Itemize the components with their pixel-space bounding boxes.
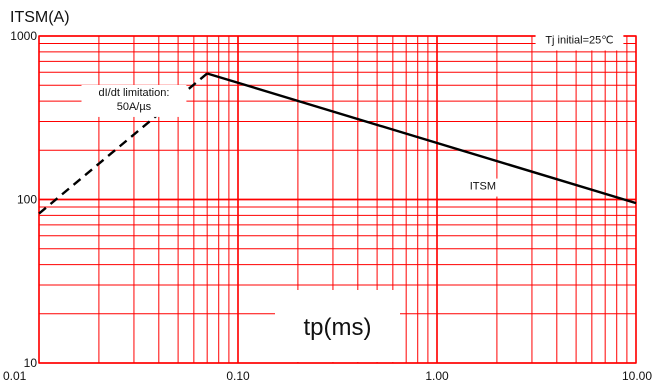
chart-annotations: dI/dt limitation: 50A/µs Tj initial=25℃ ITS… xyxy=(81,32,624,197)
annotation-didt-line: 50A/µs xyxy=(117,101,152,113)
x-tick-label: 0.01 xyxy=(3,369,27,383)
x-axis-label-box xyxy=(275,290,400,362)
annotation-background xyxy=(81,84,187,117)
y-tick-label: 10 xyxy=(24,356,38,370)
y-tick-label: 100 xyxy=(17,193,37,207)
annotation-background xyxy=(467,178,499,197)
annotation-background xyxy=(535,32,624,51)
axis-ticks: 0.01 0.10 1.00 10.00 10 100 1000 xyxy=(3,29,652,383)
x-axis-label: tp(ms) xyxy=(304,314,372,341)
y-tick-label: 1000 xyxy=(10,29,37,43)
itsm-series-line xyxy=(206,72,637,205)
x-tick-label: 0.10 xyxy=(226,369,250,383)
annotation-didt-line: dI/dt limitation: xyxy=(98,87,169,99)
annotation-itsm-line: ITSM xyxy=(470,181,496,193)
x-tick-label: 1.00 xyxy=(425,369,449,383)
x-tick-label: 10.00 xyxy=(622,369,652,383)
y-axis-label: ITSM(A) xyxy=(10,9,70,26)
annotation-tj-line: Tj initial=25℃ xyxy=(545,34,613,46)
